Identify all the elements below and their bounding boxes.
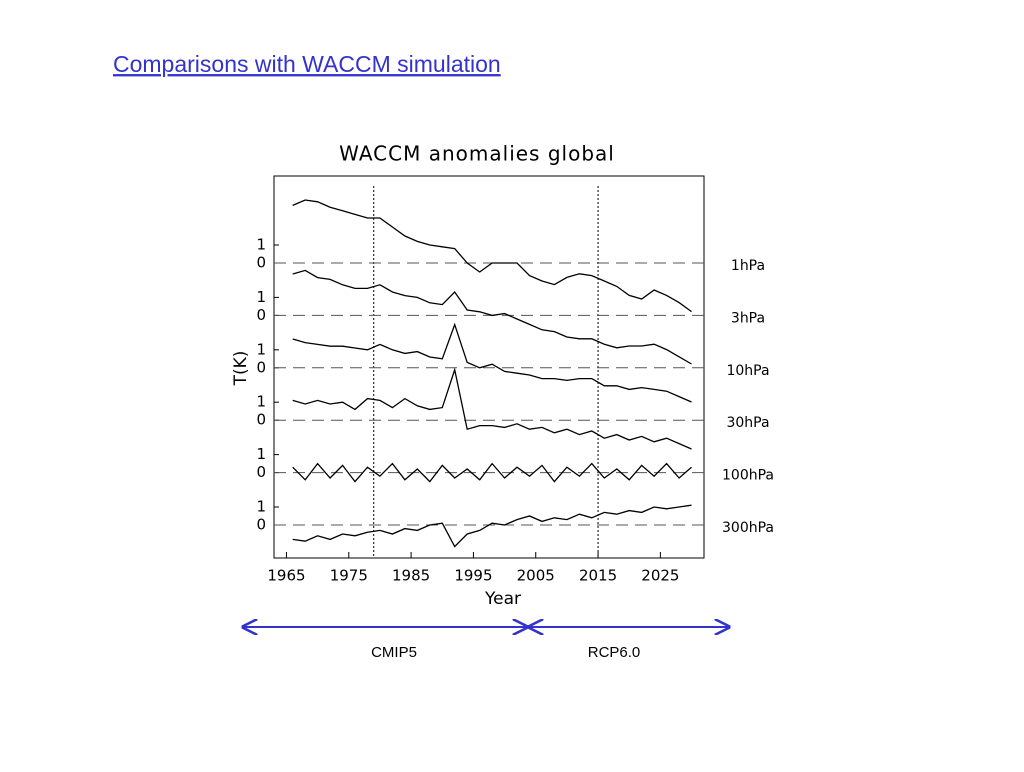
- y-tick-label: 0: [256, 306, 266, 324]
- series-label: 3hPa: [731, 310, 765, 326]
- y-tick-label: 1: [256, 288, 266, 306]
- series-label: 300hPa: [722, 520, 774, 536]
- x-tick-label: 2015: [579, 567, 617, 585]
- slide-title[interactable]: Comparisons with WACCM simulation: [113, 51, 501, 77]
- series-label: 1hPa: [731, 258, 765, 274]
- y-tick-label: 0: [256, 516, 266, 534]
- y-tick-label: 1: [256, 236, 266, 254]
- series-label: 10hPa: [726, 363, 769, 379]
- y-tick-label: 1: [256, 445, 266, 463]
- y-axis-label: T(K): [231, 351, 251, 387]
- series-line: [292, 504, 692, 548]
- series-line: [292, 462, 692, 483]
- x-axis-label: Year: [484, 589, 521, 609]
- chart-title: WACCM anomalies global: [339, 142, 615, 166]
- series-line: [292, 322, 692, 403]
- x-tick-label: 1975: [330, 567, 368, 585]
- x-tick-label: 1985: [392, 567, 430, 585]
- y-tick-label: 0: [256, 358, 266, 376]
- y-tick-label: 1: [256, 340, 266, 358]
- series-line: [292, 199, 692, 313]
- series-label: 100hPa: [722, 468, 774, 484]
- y-tick-label: 1: [256, 393, 266, 411]
- series-label: 30hPa: [726, 415, 769, 431]
- plot-frame: [273, 175, 705, 559]
- x-tick-label: 2025: [641, 567, 679, 585]
- series-line: [292, 269, 692, 365]
- y-tick-label: 0: [256, 411, 266, 429]
- x-tick-label: 1995: [454, 567, 492, 585]
- x-tick-label: 1965: [267, 567, 305, 585]
- x-tick-label: 2005: [517, 567, 555, 585]
- period-label: RCP6.0: [588, 644, 641, 661]
- y-tick-label: 1: [256, 498, 266, 516]
- series-line: [292, 367, 692, 450]
- period-label: CMIP5: [371, 644, 417, 661]
- y-tick-label: 0: [256, 463, 266, 481]
- y-tick-label: 0: [256, 254, 266, 272]
